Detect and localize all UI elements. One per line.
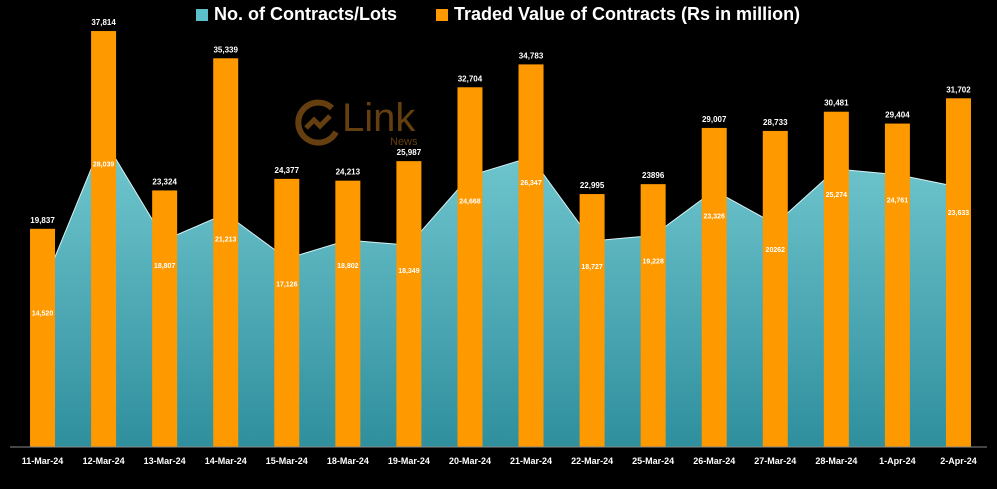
contracts-label-6: 18,349 (398, 268, 420, 275)
contracts-label-9: 18,727 (581, 264, 603, 271)
x-tick-label-15: 2-Apr-24 (940, 456, 977, 466)
legend-label-traded-value: Traded Value of Contracts (Rs in million… (454, 4, 801, 24)
traded-value-bar-6 (396, 161, 422, 447)
watermark-subtext: News (390, 136, 418, 148)
traded-value-bar-13 (823, 111, 849, 448)
traded-value-label-14: 29,404 (885, 111, 910, 120)
watermark-text: Link (342, 96, 416, 140)
traded-value-label-7: 32,704 (458, 74, 483, 83)
x-tick-label-8: 21-Mar-24 (510, 456, 552, 466)
contracts-label-7: 24,668 (459, 199, 481, 206)
traded-value-bar-11 (701, 127, 727, 447)
x-tick-label-13: 28-Mar-24 (815, 456, 857, 466)
traded-value-label-6: 25,987 (397, 148, 422, 157)
contracts-label-10: 19,228 (642, 258, 664, 265)
contracts-label-2: 18,807 (154, 263, 176, 270)
legend-item-contracts: No. of Contracts/Lots (196, 4, 397, 25)
contracts-area-line (42, 137, 959, 288)
traded-value-label-4: 24,377 (275, 166, 300, 175)
legend-swatch-traded-value (436, 8, 448, 21)
traded-value-bar-12 (762, 130, 788, 447)
traded-value-bar-0 (30, 228, 56, 447)
contracts-label-11: 23,326 (704, 213, 726, 220)
x-tick-label-1: 12-Mar-24 (83, 456, 125, 466)
x-axis: 11-Mar-24 12-Mar-24 13-Mar-24 14-Mar-24 15-M… (10, 446, 987, 466)
contracts-label-1: 28,039 (93, 162, 115, 169)
traded-value-bar-15 (945, 98, 971, 447)
traded-value-label-13: 30,481 (824, 99, 849, 108)
traded-value-bar-14 (884, 123, 910, 447)
contracts-label-4: 17,126 (276, 282, 298, 289)
traded-value-bar-3 (213, 58, 239, 448)
traded-value-label-9: 22,995 (580, 181, 605, 190)
x-tick-label-7: 20-Mar-24 (449, 456, 491, 466)
x-tick-label-4: 15-Mar-24 (266, 456, 308, 466)
chart-legend: No. of Contracts/Lots Traded Value of Co… (0, 4, 997, 30)
contracts-area (42, 138, 959, 448)
x-tick-label-0: 11-Mar-24 (22, 456, 64, 466)
contracts-label-13: 25,274 (826, 192, 848, 199)
x-tick-label-2: 13-Mar-24 (144, 456, 186, 466)
x-tick-label-3: 14-Mar-24 (205, 456, 247, 466)
traded-value-label-3: 35,339 (213, 45, 238, 54)
traded-value-label-1: 37,814 (91, 18, 116, 27)
traded-value-label-2: 23,324 (152, 177, 177, 186)
legend-swatch-contracts (196, 8, 208, 21)
traded-value-label-10: 23896 (642, 171, 665, 180)
contracts-label-15: 23,633 (948, 210, 970, 217)
contracts-label-5: 18,802 (337, 263, 359, 270)
traded-value-bar-2 (152, 190, 178, 447)
legend-item-traded-value: Traded Value of Contracts (Rs in million… (436, 4, 800, 25)
traded-value-bar-1 (91, 31, 117, 448)
traded-value-bar-4 (274, 178, 300, 447)
contracts-label-0: 14,520 (32, 310, 54, 317)
x-tick-label-5: 18-Mar-24 (327, 456, 369, 466)
traded-value-label-5: 24,213 (336, 168, 361, 177)
traded-value-bar-5 (335, 180, 361, 448)
traded-value-label-11: 29,007 (702, 115, 727, 124)
data-labels: 19,837 14,520 37,814 28,039 23,324 18,807 35,3… (30, 18, 971, 317)
contracts-label-3: 21,213 (215, 237, 237, 244)
x-tick-label-11: 26-Mar-24 (693, 456, 735, 466)
x-tick-label-6: 19-Mar-24 (388, 456, 430, 466)
traded-value-bar-10 (640, 184, 666, 448)
traded-value-label-8: 34,783 (519, 51, 544, 60)
traded-value-bar-7 (457, 87, 483, 448)
watermark-logo: Link News (292, 94, 442, 154)
traded-value-label-12: 28,733 (763, 118, 788, 127)
contracts-label-14: 24,761 (887, 198, 909, 205)
x-tick-label-12: 27-Mar-24 (754, 456, 796, 466)
contracts-area-series (42, 137, 959, 448)
traded-value-label-0: 19,837 (30, 216, 55, 225)
traded-value-bar-8 (518, 64, 544, 448)
contracts-label-8: 26,347 (520, 180, 542, 187)
x-tick-label-14: 1-Apr-24 (879, 456, 916, 466)
link-logo-icon (295, 99, 339, 146)
x-tick-label-9: 22-Mar-24 (571, 456, 613, 466)
traded-value-bar-9 (579, 194, 605, 447)
contracts-label-12: 20262 (766, 247, 786, 254)
legend-label-contracts: No. of Contracts/Lots (214, 4, 397, 24)
x-tick-label-10: 25-Mar-24 (632, 456, 674, 466)
traded-value-label-15: 31,702 (946, 85, 971, 94)
traded-value-bar-series (30, 31, 971, 448)
